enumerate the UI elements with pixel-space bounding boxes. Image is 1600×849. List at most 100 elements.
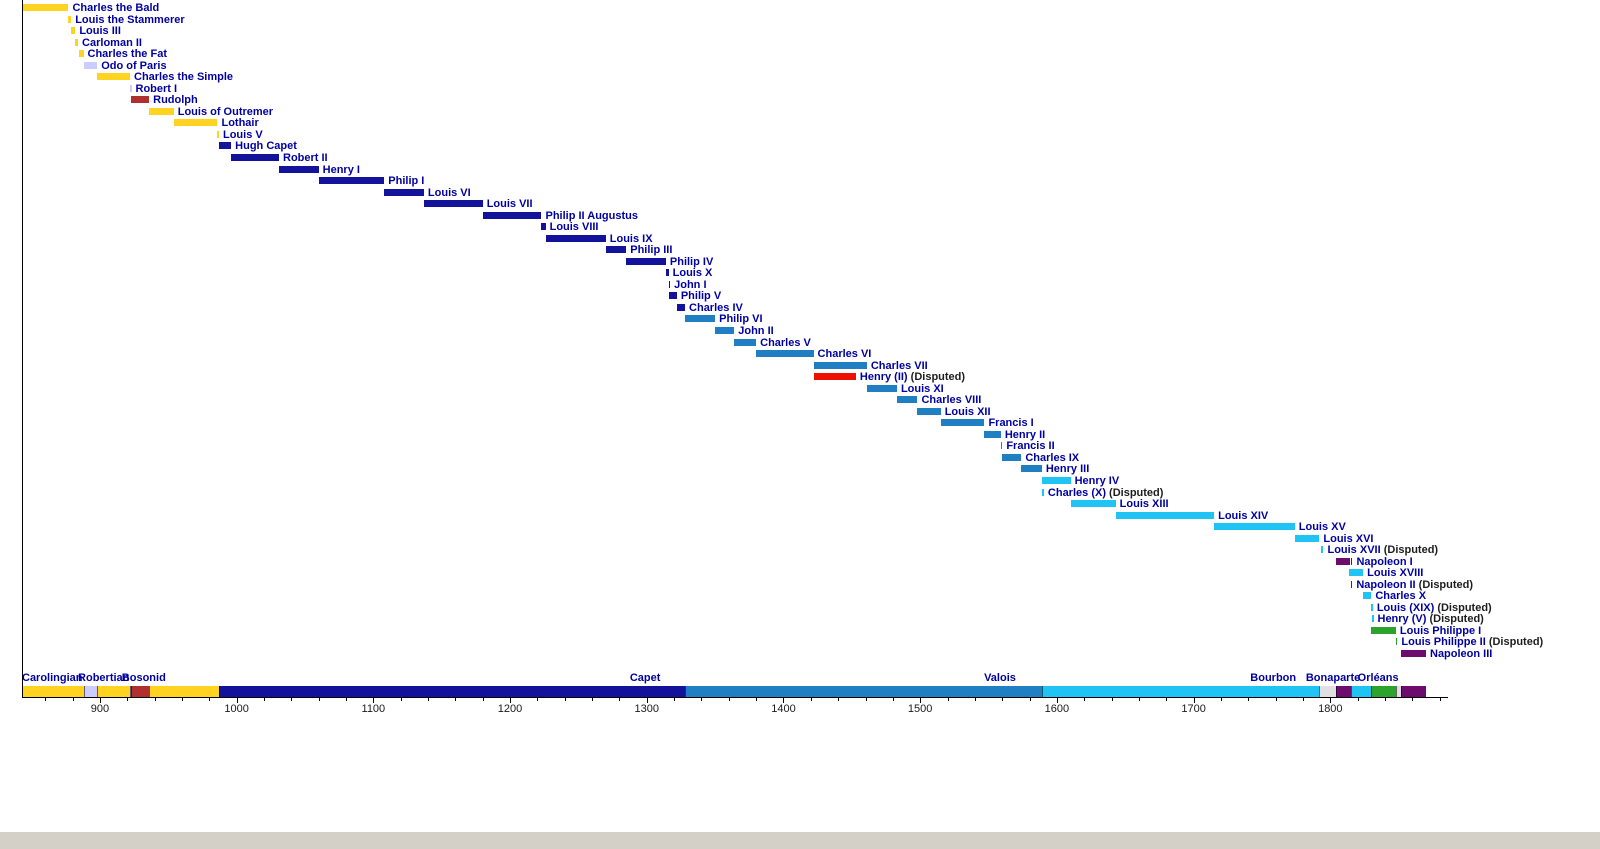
reign-bar <box>1350 580 1353 588</box>
dynasty-segment <box>1335 686 1351 697</box>
axis-tick-label: 1200 <box>497 703 523 715</box>
axis-tick-minor <box>810 698 812 701</box>
monarch-name: John I <box>674 278 707 291</box>
monarch-name: Henry IV <box>1074 474 1120 487</box>
reign-bar <box>1395 638 1398 646</box>
axis-tick-major <box>783 698 785 703</box>
reign-bar <box>1041 476 1071 484</box>
axis-tick-minor <box>947 698 949 701</box>
axis-tick-minor <box>1220 698 1222 701</box>
monarch-name: Philip II Augustus <box>545 209 638 222</box>
monarch-name: Louis XV <box>1298 521 1346 534</box>
reign-bar <box>1363 592 1372 600</box>
axis-tick-label: 1400 <box>771 703 796 715</box>
reign-label: Louis XV <box>1299 521 1346 533</box>
axis-tick-minor <box>1166 698 1168 701</box>
axis-tick-major <box>1330 698 1332 703</box>
monarch-name: Philip I <box>388 175 425 188</box>
reign-label: Henry III <box>1046 463 1089 475</box>
reign-label: Napoleon III <box>1430 648 1492 660</box>
monarch-name: Louis XI <box>900 382 944 395</box>
axis-tick-minor <box>1248 698 1250 701</box>
reign-bar <box>626 257 666 265</box>
reign-label: Louis XIV <box>1218 510 1268 522</box>
monarch-name: Charles VII <box>870 359 928 372</box>
disputed-tag: (Disputed) <box>1105 486 1164 499</box>
reign-label: Henry IV <box>1075 475 1120 487</box>
reign-label: Charles IX <box>1025 452 1079 464</box>
reign-label: Louis VIII <box>550 221 599 233</box>
reign-bar <box>1372 615 1374 623</box>
reign-label: Francis II <box>1006 440 1054 452</box>
monarch-name: Louis IX <box>609 232 653 245</box>
reign-label: Louis VI <box>428 187 471 199</box>
monarch-name: Philip VI <box>719 313 763 326</box>
reign-bar <box>676 303 686 311</box>
monarch-name: Henry III <box>1045 463 1090 476</box>
monarch-name: Charles the Simple <box>134 71 234 84</box>
axis-tick-minor <box>1029 698 1031 701</box>
reign-bar <box>1371 603 1373 611</box>
reign-bar <box>917 407 941 415</box>
reign-label: Philip V <box>681 290 721 302</box>
reign-bar <box>665 269 669 277</box>
reign-label: Charles VI <box>818 348 872 360</box>
reign-label: Louis X <box>673 267 713 279</box>
reign-bar <box>1115 511 1215 519</box>
reign-label: Charles VII <box>871 360 928 372</box>
monarch-name: Odo of Paris <box>101 59 167 72</box>
reign-label: Napoleon I <box>1356 556 1412 568</box>
dynasty-segment <box>131 686 150 697</box>
reign-bar <box>75 38 79 46</box>
reign-bar <box>668 292 677 300</box>
y-axis-spine <box>22 0 23 698</box>
reign-bar <box>668 280 671 288</box>
axis-tick-minor <box>45 698 47 701</box>
monarch-name: Charles the Bald <box>72 2 160 14</box>
monarch-name: Charles VIII <box>921 394 982 407</box>
reign-label: Louis XVI <box>1323 533 1373 545</box>
reign-label: Napoleon II (Disputed) <box>1356 579 1473 591</box>
monarch-name: Rudolph <box>153 94 198 107</box>
reign-bar <box>756 350 814 358</box>
dynasty-segment <box>83 686 98 697</box>
axis-tick-minor <box>318 698 320 701</box>
reign-label: Philip IV <box>670 256 713 268</box>
axis-tick-major <box>1056 698 1058 703</box>
axis-tick-minor <box>154 698 156 701</box>
monarch-name: Louis XII <box>944 405 991 418</box>
reign-label: Charles (X) (Disputed) <box>1048 487 1164 499</box>
reign-bar <box>1041 488 1044 496</box>
axis-tick-minor <box>728 698 730 701</box>
reign-label: John II <box>738 325 773 337</box>
reign-label: John I <box>674 279 706 291</box>
reign-label: Charles V <box>760 337 811 349</box>
reign-label: Charles IV <box>689 302 743 314</box>
reign-bar <box>231 153 279 161</box>
monarch-name: Louis X <box>672 267 713 280</box>
dynasty-segment <box>685 686 1042 697</box>
monarch-name: Henry II <box>1004 428 1046 441</box>
reign-label: Charles the Simple <box>134 71 233 83</box>
reign-label: Hugh Capet <box>235 140 297 152</box>
reign-bar <box>940 419 985 427</box>
dynasty-segment <box>218 686 686 697</box>
reign-bar <box>423 200 483 208</box>
reign-label: Charles VIII <box>921 394 981 406</box>
axis-tick-minor <box>181 698 183 701</box>
dynasty-segment <box>1041 686 1320 697</box>
reign-bar <box>217 130 219 138</box>
monarch-name: Hugh Capet <box>235 140 297 153</box>
monarch-name: Philip IV <box>669 255 714 268</box>
monarch-name: Lothair <box>221 117 259 130</box>
monarch-name: Louis VII <box>486 198 533 211</box>
reign-label: Louis the Stammerer <box>75 14 184 26</box>
monarch-name: Louis XVIII <box>1367 567 1424 580</box>
reign-label: Louis of Outremer <box>178 106 273 118</box>
monarch-name: Louis of Outremer <box>177 105 274 118</box>
reign-label: Charles the Fat <box>88 48 167 60</box>
monarch-name: Charles VI <box>817 348 872 361</box>
axis-tick-label: 1000 <box>224 703 249 715</box>
dynasty-label: Robertian <box>78 672 130 684</box>
reign-bar <box>813 361 867 369</box>
